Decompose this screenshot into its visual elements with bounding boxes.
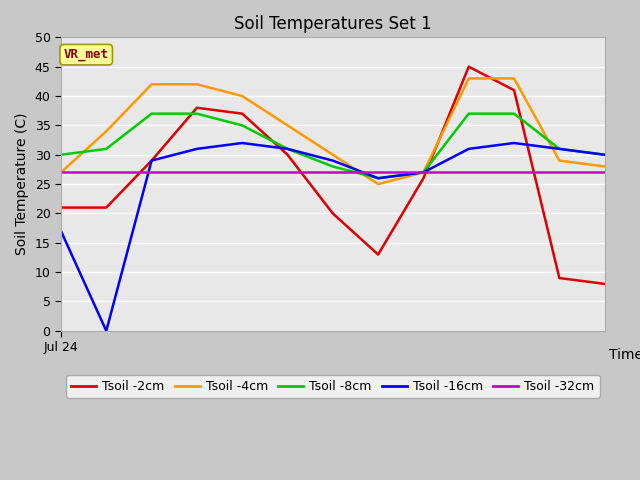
Legend: Tsoil -2cm, Tsoil -4cm, Tsoil -8cm, Tsoil -16cm, Tsoil -32cm: Tsoil -2cm, Tsoil -4cm, Tsoil -8cm, Tsoi… [66,375,600,398]
X-axis label: Time: Time [609,348,640,362]
Title: Soil Temperatures Set 1: Soil Temperatures Set 1 [234,15,431,33]
Y-axis label: Soil Temperature (C): Soil Temperature (C) [15,113,29,255]
Text: VR_met: VR_met [64,48,109,61]
